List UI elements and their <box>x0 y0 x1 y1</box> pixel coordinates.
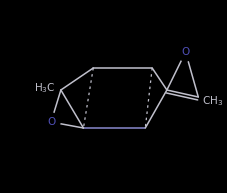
Text: O: O <box>181 47 189 57</box>
Circle shape <box>42 113 60 131</box>
Text: H$_3$C: H$_3$C <box>34 81 56 95</box>
Text: CH$_3$: CH$_3$ <box>201 94 222 108</box>
Text: O: O <box>47 117 55 127</box>
Circle shape <box>176 43 194 61</box>
